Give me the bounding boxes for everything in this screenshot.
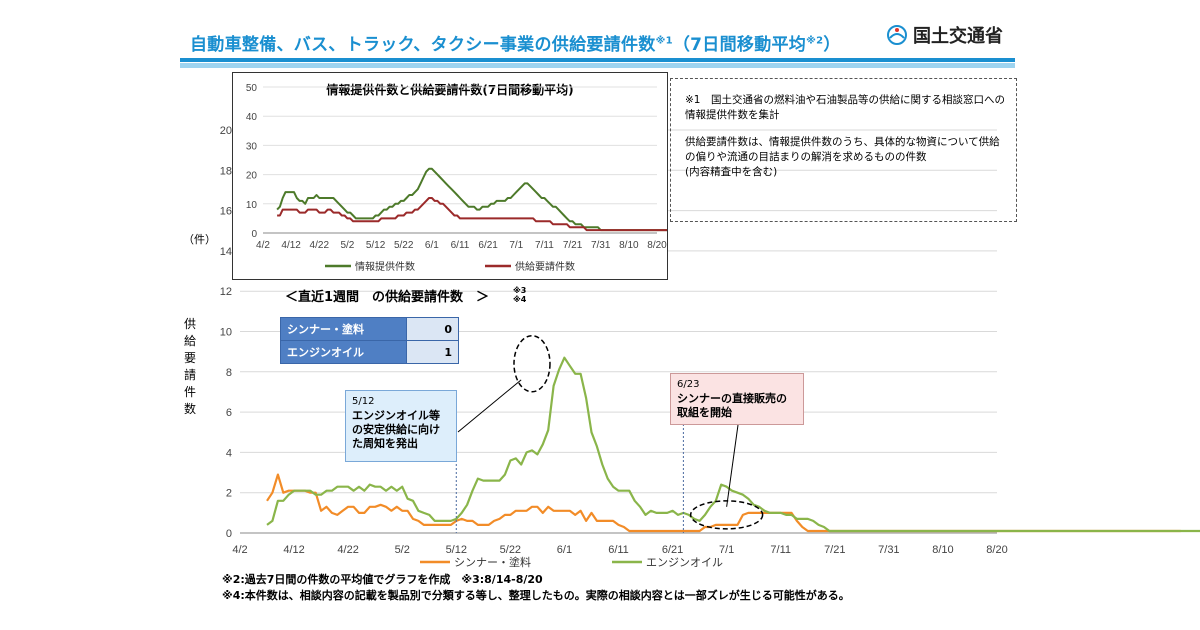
- y-tick-label: 50: [246, 83, 258, 94]
- x-tick-label: 7/31: [591, 240, 611, 251]
- y-tick-label: 18: [220, 165, 232, 177]
- x-tick-label: 4/22: [337, 544, 358, 556]
- y-tick-label: 12: [220, 286, 232, 298]
- callout-date: 5/12: [352, 396, 375, 407]
- callout-pointer: [726, 424, 739, 507]
- callout-text: シンナーの直接販売の取組を開始: [677, 392, 787, 419]
- y-tick-label: 0: [251, 229, 257, 240]
- table-row: エンジンオイル 1: [280, 340, 459, 364]
- title-note2: ※2: [806, 35, 824, 47]
- recent-row-label: シンナー・塗料: [280, 317, 407, 341]
- logo-text: 国土交通省: [913, 26, 1003, 47]
- y-tick-label: 30: [246, 141, 258, 152]
- callout-text: エンジンオイル等の安定供給に向けた周知を発出: [352, 409, 440, 450]
- x-tick-label: 7/21: [563, 240, 583, 251]
- recent-week-notes: ※3 ※4: [513, 286, 526, 304]
- x-tick-label: 6/11: [451, 240, 470, 251]
- inset-chart-title: 情報提供件数と供給要請件数(7日間移動平均): [326, 82, 573, 97]
- title-text: 自動車整備、バス、トラック、タクシー事業の供給要請件数: [190, 35, 656, 55]
- recent-week-title: ＜直近1週間 の供給要請件数 ＞: [285, 290, 490, 305]
- x-tick-label: 6/1: [425, 240, 439, 251]
- note-2: 供給要請件数は、情報提供件数のうち、具体的な物資について供給の偏りや流通の目詰ま…: [685, 136, 1000, 163]
- mlit-emblem-icon: [887, 25, 907, 45]
- callout-pointer: [457, 379, 522, 433]
- inset-chart-frame: 情報提供件数と供給要請件数(7日間移動平均) 0 10 20 30 40 50 4/2 4/12…: [232, 72, 770, 280]
- recent-week-table: シンナー・塗料 0 エンジンオイル 1: [280, 317, 459, 364]
- inset-chart: 情報提供件数と供給要請件数(7日間移動平均) 0 10 20 30 40 50 4/2 4/12…: [246, 82, 770, 273]
- x-tick-label: 8/10: [619, 240, 639, 251]
- y-tick-label: 8: [226, 367, 232, 379]
- series-line: [276, 167, 770, 232]
- thinner-highlight-ellipse: [689, 500, 764, 530]
- x-tick-label: 5/2: [395, 544, 410, 556]
- y-tick-label: 10: [220, 327, 232, 339]
- y-tick-label: 20: [246, 171, 258, 182]
- x-tick-label: 7/31: [878, 544, 899, 556]
- note-3: (内容精査中を含む): [685, 166, 778, 178]
- callout-date: 6/23: [677, 379, 700, 390]
- y-axis-unit: （件）: [183, 233, 216, 246]
- y-tick-label: 4: [226, 447, 232, 459]
- footer-line-2: ※4:本件数は、相談内容の記載を製品別で分類する等し、整理したもの。実際の相談内…: [222, 589, 850, 602]
- y-tick-label: 0: [226, 528, 232, 540]
- recent-note-b: ※4: [513, 295, 527, 304]
- x-tick-label: 6/21: [478, 240, 498, 251]
- x-tick-label: 5/12: [366, 240, 386, 251]
- page-title: 自動車整備、バス、トラック、タクシー事業の供給要請件数※1（7日間移動平均※2）: [190, 30, 841, 55]
- x-tick-label: 4/12: [281, 240, 301, 251]
- y-tick-label: 40: [246, 112, 258, 123]
- mlit-logo: 国土交通省: [886, 22, 1003, 48]
- legend-label: 供給要請件数: [515, 260, 575, 273]
- series-line: [266, 356, 1200, 533]
- y-tick-label: 14: [220, 246, 232, 258]
- x-tick-label: 5/22: [500, 544, 521, 556]
- y-tick-label: 10: [246, 200, 258, 211]
- x-tick-label: 4/2: [232, 544, 247, 556]
- x-tick-label: 7/1: [509, 240, 523, 251]
- legend-label: 情報提供件数: [355, 260, 415, 273]
- x-tick-label: 5/22: [394, 240, 414, 251]
- x-tick-label: 4/22: [310, 240, 330, 251]
- y-tick-label: 2: [226, 488, 232, 500]
- series-line: [266, 473, 1181, 533]
- header-rule-light: [180, 63, 1015, 68]
- y-tick-label: 16: [220, 206, 232, 218]
- recent-row-value: 0: [406, 317, 459, 341]
- x-tick-label: 5/2: [340, 240, 354, 251]
- x-tick-label: 6/21: [662, 544, 683, 556]
- series-line: [277, 197, 770, 232]
- callout-0512: 5/12 エンジンオイル等の安定供給に向けた周知を発出: [345, 390, 457, 462]
- peak-highlight-ellipse: [513, 334, 551, 393]
- x-tick-label: 5/12: [446, 544, 467, 556]
- x-tick-label: 8/10: [932, 544, 953, 556]
- recent-row-value: 1: [406, 340, 459, 364]
- footer-line-1: ※2:過去7日間の件数の平均値でグラフを作成 ※3:8/14-8/20: [222, 573, 543, 586]
- title-note1: ※1: [655, 35, 673, 47]
- note-1: ※1 国土交通省の燃料油や石油製品等の供給に関する相談窓口への情報提供件数を集計: [685, 94, 1005, 121]
- x-tick-label: 7/11: [535, 240, 554, 251]
- x-tick-label: 7/21: [824, 544, 845, 556]
- header-rule-dark: [180, 58, 1015, 62]
- x-tick-label: 8/20: [986, 544, 1007, 556]
- table-row: シンナー・塗料 0: [280, 317, 459, 341]
- y-axis-title: 供給要請件数: [183, 317, 196, 416]
- x-tick-label: 6/1: [557, 544, 572, 556]
- footer-notes: ※2:過去7日間の件数の平均値でグラフを作成 ※3:8/14-8/20 ※4:本…: [222, 572, 850, 604]
- notes-box: ※1 国土交通省の燃料油や石油製品等の供給に関する相談窓口への情報提供件数を集計…: [670, 78, 1017, 222]
- y-tick-label: 20: [220, 125, 232, 137]
- x-tick-label: 4/12: [283, 544, 304, 556]
- title-paren-open: （7日間移動平均: [672, 35, 807, 55]
- recent-row-label: エンジンオイル: [280, 340, 407, 364]
- x-tick-label: 6/11: [608, 544, 629, 556]
- legend-label: シンナー・塗料: [454, 555, 531, 569]
- recent-note-a: ※3: [513, 286, 527, 295]
- callout-0623: 6/23 シンナーの直接販売の取組を開始: [670, 373, 804, 425]
- x-tick-label: 7/11: [770, 544, 791, 556]
- legend-label: エンジンオイル: [646, 556, 723, 569]
- x-tick-label: 4/2: [256, 240, 270, 251]
- y-tick-label: 6: [226, 407, 232, 419]
- title-paren-close: ）: [823, 35, 841, 55]
- x-tick-label: 8/20: [647, 240, 667, 251]
- x-tick-label: 7/1: [719, 544, 734, 556]
